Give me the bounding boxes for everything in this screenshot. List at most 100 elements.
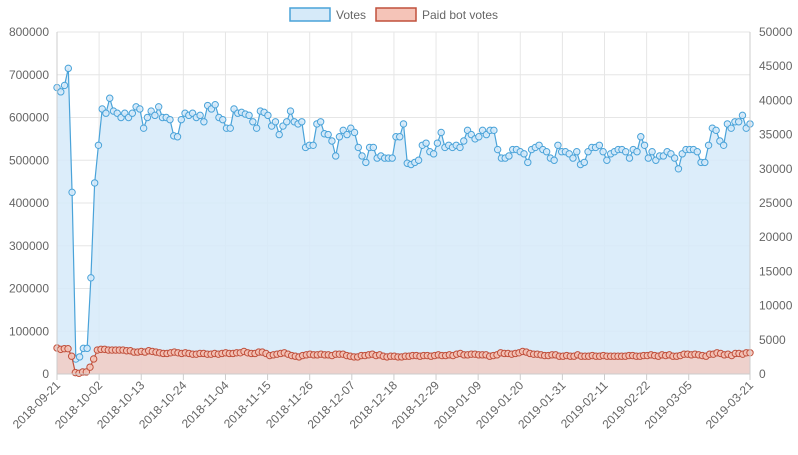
y-left-tick-label: 700000	[9, 68, 49, 82]
votes-point	[422, 139, 430, 147]
votes-point	[166, 115, 174, 124]
votes-point	[648, 148, 656, 156]
votes-point	[324, 130, 332, 139]
votes-point	[573, 148, 581, 156]
votes-point	[219, 115, 227, 124]
votes-point	[328, 137, 336, 145]
votes-point	[414, 156, 423, 164]
votes-point	[343, 130, 351, 139]
paid-bot-votes-point	[64, 344, 72, 353]
y-right-tick-label: 50000	[759, 25, 793, 39]
legend-label: Paid bot votes	[422, 8, 498, 22]
votes-point	[622, 148, 630, 156]
votes-point	[226, 124, 234, 132]
y-left-tick-label: 0	[42, 367, 49, 381]
votes-point	[139, 124, 148, 132]
votes-point	[396, 133, 404, 141]
votes-point	[738, 111, 747, 120]
votes-point	[693, 148, 701, 156]
y-right-tick-label: 15000	[759, 264, 793, 278]
votes-point	[75, 353, 84, 361]
votes-point	[271, 118, 280, 126]
votes-point	[252, 124, 261, 132]
votes-point	[603, 156, 611, 164]
votes-point	[128, 109, 137, 117]
y-left-tick-label: 500000	[9, 153, 49, 167]
votes-point	[68, 188, 76, 197]
votes-point	[595, 141, 604, 149]
y-left-tick-label: 800000	[9, 25, 49, 39]
votes-point	[143, 113, 152, 122]
votes-point	[640, 141, 649, 149]
votes-point	[286, 107, 295, 115]
legend: Votes Paid bot votes	[289, 7, 498, 22]
votes-point	[633, 148, 641, 156]
legend-item-paid-bot-votes: Paid bot votes	[375, 7, 498, 22]
votes-point	[316, 118, 325, 126]
y-right-tick-label: 40000	[759, 93, 793, 107]
votes-point	[727, 124, 735, 132]
votes-point	[644, 154, 653, 162]
y-right-tick-label: 0	[759, 367, 766, 381]
votes-point	[173, 133, 182, 141]
votes-point	[154, 103, 163, 111]
y-right-tick-label: 20000	[759, 230, 793, 244]
votes-point	[735, 118, 743, 126]
paid-bot-votes-points	[53, 344, 754, 378]
y-left-tick-label: 100000	[9, 324, 49, 338]
votes-point	[670, 154, 679, 162]
votes-point	[719, 141, 728, 149]
votes-point	[57, 88, 65, 96]
votes-point	[211, 100, 219, 109]
votes-point	[701, 158, 709, 167]
votes-point	[196, 111, 204, 120]
votes-point	[335, 133, 344, 141]
votes-point	[704, 141, 713, 149]
votes-point	[332, 152, 340, 160]
votes-point	[245, 111, 253, 120]
votes-point	[599, 148, 607, 156]
votes-point	[712, 126, 720, 135]
votes-point	[102, 109, 110, 117]
votes-point	[369, 143, 378, 152]
votes-point	[456, 143, 464, 152]
votes-point	[358, 152, 366, 160]
votes-point	[94, 141, 103, 149]
votes-point	[64, 64, 73, 73]
votes-point	[106, 94, 114, 102]
x-tick-label: 2019-03-21	[703, 378, 757, 432]
y-right-tick-label: 10000	[759, 299, 793, 313]
votes-point	[580, 158, 588, 167]
y-right-tick-label: 45000	[759, 59, 793, 73]
votes-point	[177, 115, 185, 124]
votes-point	[475, 133, 483, 141]
y-right-tick-label: 25000	[759, 196, 793, 210]
votes-point	[388, 154, 396, 162]
votes-point	[554, 141, 562, 149]
y-right-tick-label: 35000	[759, 128, 793, 142]
votes-point	[90, 179, 99, 187]
paid-bot-votes-point	[67, 352, 76, 360]
y-left-tick-label: 300000	[9, 239, 49, 253]
votes-point	[362, 158, 370, 167]
votes-point	[249, 118, 257, 126]
votes-point	[309, 141, 317, 149]
votes-point	[625, 154, 634, 162]
legend-item-votes: Votes	[289, 7, 366, 22]
legend-swatch	[289, 7, 331, 22]
votes-point	[298, 118, 306, 126]
votes-point	[350, 128, 359, 137]
series-layer	[53, 64, 754, 378]
votes-point	[437, 128, 445, 137]
paid-bot-votes-point	[89, 355, 98, 363]
votes-point	[429, 150, 438, 158]
votes-point	[493, 145, 502, 154]
votes-point	[674, 165, 683, 173]
votes-point	[637, 133, 645, 141]
votes-point	[283, 118, 291, 126]
votes-point	[550, 156, 558, 164]
votes-point	[569, 154, 577, 162]
votes-point	[200, 118, 208, 126]
votes-points	[53, 64, 754, 363]
